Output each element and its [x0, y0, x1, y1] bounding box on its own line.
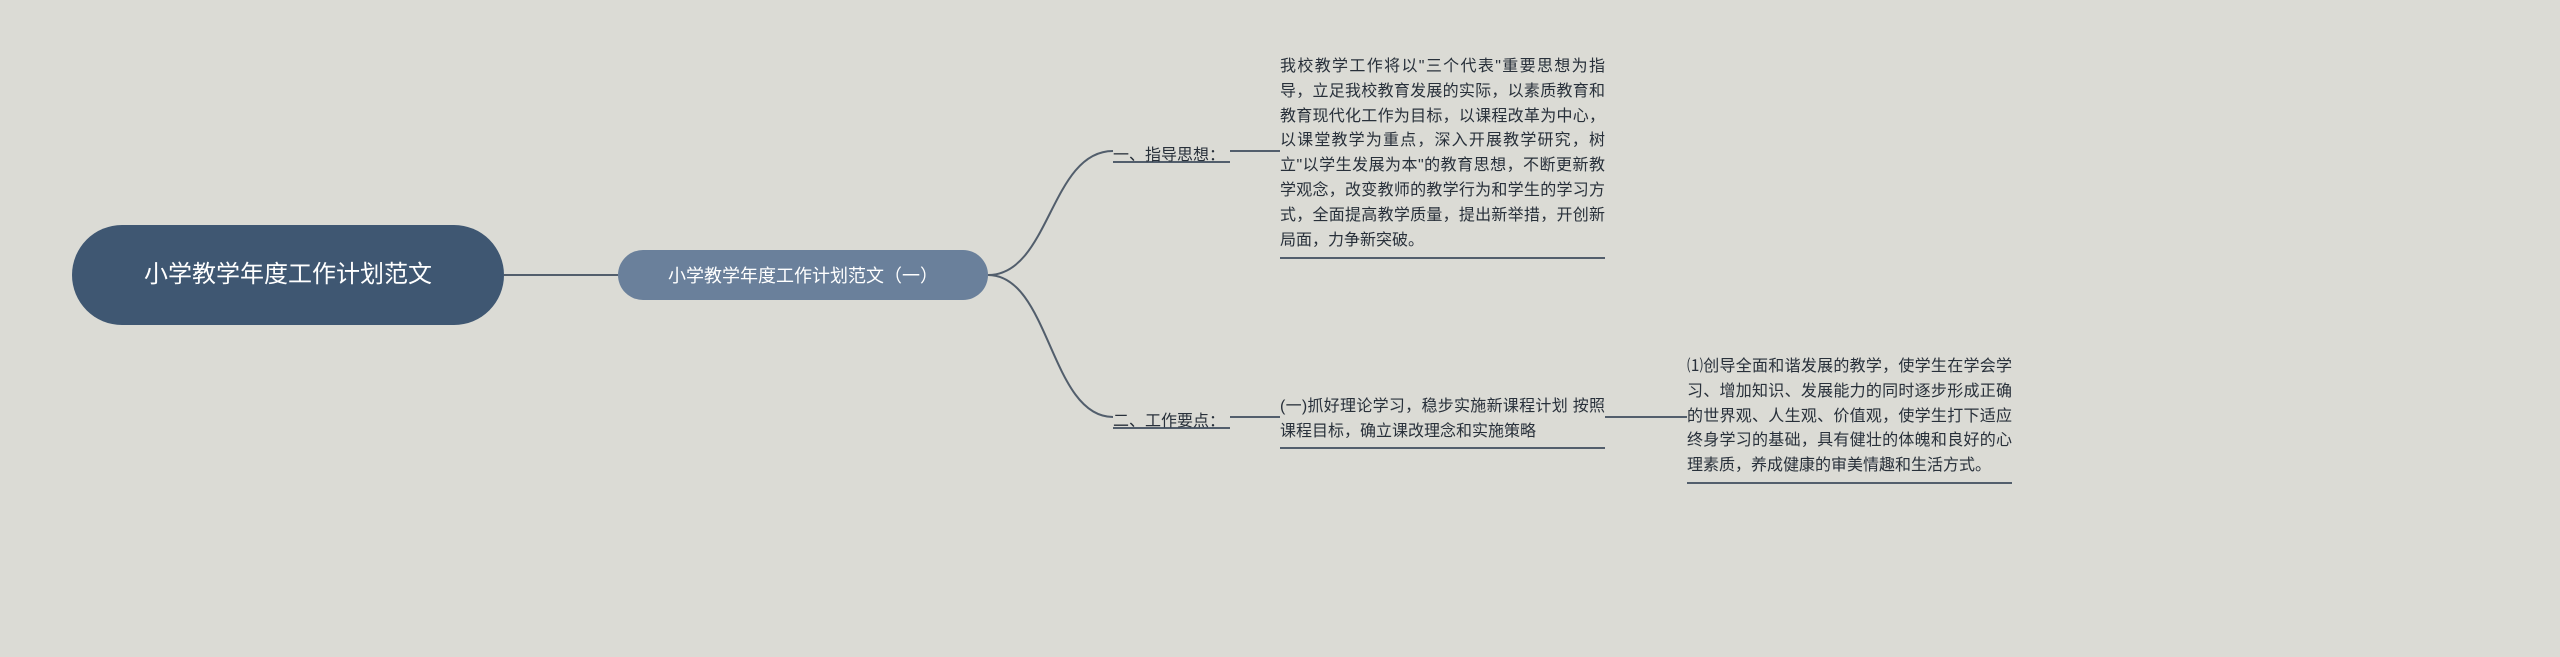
root-node[interactable]: 小学教学年度工作计划范文 — [72, 225, 504, 325]
level1-node-text: 小学教学年度工作计划范文（一） — [668, 262, 938, 288]
branch2-sub-content-text: ⑴创导全面和谐发展的教学，使学生在学会学习、增加知识、发展能力的同时逐步形成正确… — [1687, 358, 2012, 474]
level1-node[interactable]: 小学教学年度工作计划范文（一） — [618, 250, 988, 300]
root-node-text: 小学教学年度工作计划范文 — [144, 258, 432, 292]
branch1-label-text: 一、指导思想： — [1113, 147, 1225, 164]
branch2-sub-content[interactable]: ⑴创导全面和谐发展的教学，使学生在学会学习、增加知识、发展能力的同时逐步形成正确… — [1687, 355, 2012, 479]
branch2-content[interactable]: (一)抓好理论学习，稳步实施新课程计划 按照课程目标，确立课改理念和实施策略 — [1280, 395, 1605, 445]
branch1-content[interactable]: 我校教学工作将以"三个代表"重要思想为指导，立足我校教育发展的实际，以素质教育和… — [1280, 55, 1605, 253]
branch1-content-text: 我校教学工作将以"三个代表"重要思想为指导，立足我校教育发展的实际，以素质教育和… — [1280, 58, 1605, 249]
branch2-label-text: 二、工作要点： — [1113, 413, 1225, 430]
branch1-label[interactable]: 一、指导思想： — [1113, 141, 1225, 165]
mindmap-canvas: 小学教学年度工作计划范文 小学教学年度工作计划范文（一） 一、指导思想： 二、工… — [0, 0, 2560, 657]
branch2-label[interactable]: 二、工作要点： — [1113, 407, 1225, 431]
branch2-content-text: (一)抓好理论学习，稳步实施新课程计划 按照课程目标，确立课改理念和实施策略 — [1280, 398, 1605, 440]
